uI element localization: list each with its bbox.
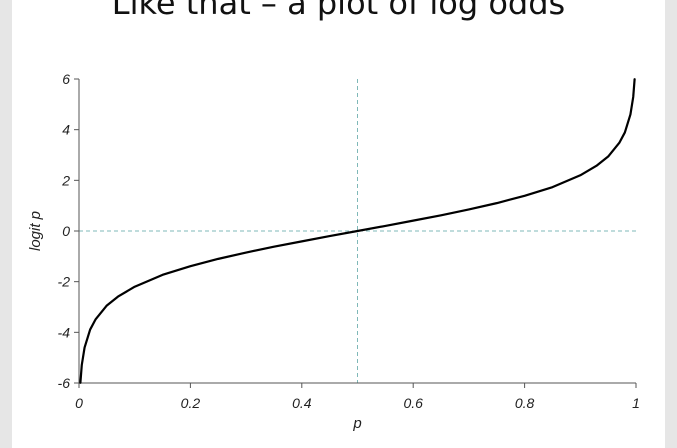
x-tick-label: 0.2 — [181, 395, 201, 411]
x-tick-label: 0.8 — [515, 395, 535, 411]
curve-layer — [79, 78, 636, 384]
slide-title: Like that – a plot of log odds — [111, 0, 566, 22]
y-axis-label: logit p — [27, 211, 44, 251]
x-tick-label: 1 — [632, 395, 640, 411]
slide: Like that – a plot of log odds -6 -4 -2 0 2 4… — [12, 0, 665, 448]
axes — [74, 78, 637, 388]
y-tick-label: 6 — [62, 71, 70, 87]
logit-chart: -6 -4 -2 0 2 4 6 0 0.2 0.4 0.6 0.8 1 p logit p — [27, 71, 640, 432]
y-tick-label: -4 — [58, 324, 71, 340]
x-tick-label: 0.4 — [292, 395, 312, 411]
reference-lines — [79, 79, 636, 383]
logit-curve — [79, 78, 636, 384]
y-tick-label: -2 — [58, 274, 71, 290]
x-tick-label: 0 — [75, 395, 83, 411]
x-tick-label: 0.6 — [403, 395, 423, 411]
y-tick-label: 4 — [62, 122, 70, 138]
x-axis-label: p — [352, 415, 361, 432]
y-tick-label: 2 — [61, 172, 70, 188]
tick-labels: -6 -4 -2 0 2 4 6 0 0.2 0.4 0.6 0.8 1 — [58, 71, 640, 411]
y-tick-label: 0 — [62, 223, 70, 239]
y-tick-label: -6 — [58, 375, 71, 391]
